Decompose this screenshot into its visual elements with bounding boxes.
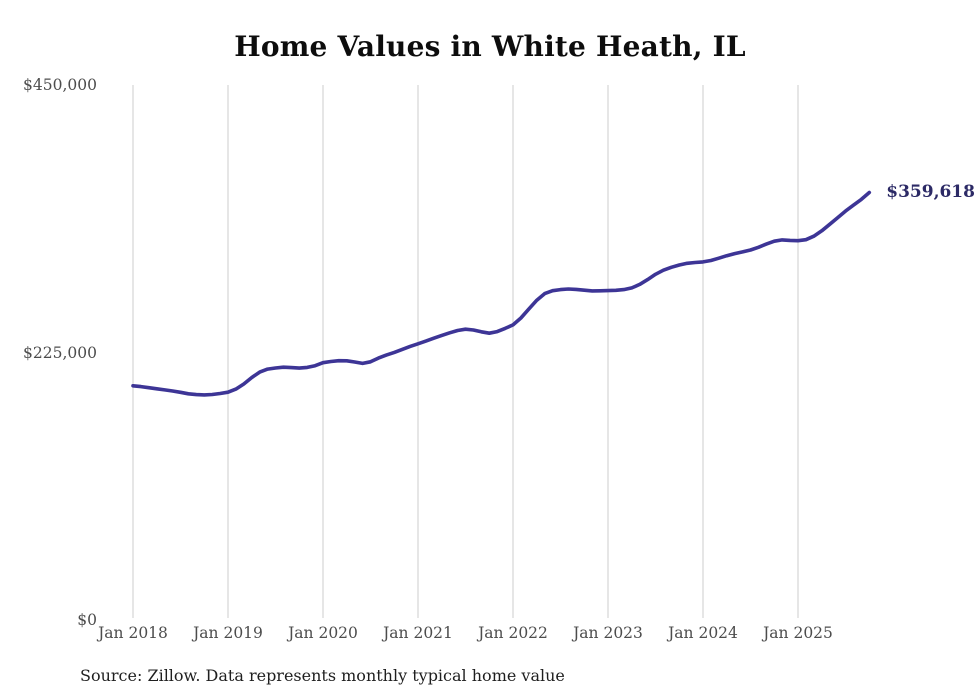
x-tick-label: Jan 2025	[763, 624, 833, 642]
x-tick-label: Jan 2024	[668, 624, 738, 642]
chart-title: Home Values in White Heath, IL	[234, 30, 746, 63]
x-tick-label: Jan 2022	[478, 624, 548, 642]
y-tick-label: $225,000	[23, 343, 97, 362]
x-tick-label: Jan 2019	[193, 624, 263, 642]
gridlines	[132, 85, 799, 618]
y-tick-label: $450,000	[23, 76, 97, 94]
x-tick-label: Jan 2018	[98, 624, 168, 642]
y-tick-label: $0	[77, 611, 97, 629]
latest-value-label: $359,618	[886, 182, 975, 203]
home-value-line	[131, 190, 872, 397]
x-tick-label: Jan 2021	[383, 624, 453, 642]
x-tick-label: Jan 2020	[288, 624, 358, 642]
source-note: Source: Zillow. Data represents monthly …	[80, 666, 565, 685]
x-tick-label: Jan 2023	[573, 624, 643, 642]
